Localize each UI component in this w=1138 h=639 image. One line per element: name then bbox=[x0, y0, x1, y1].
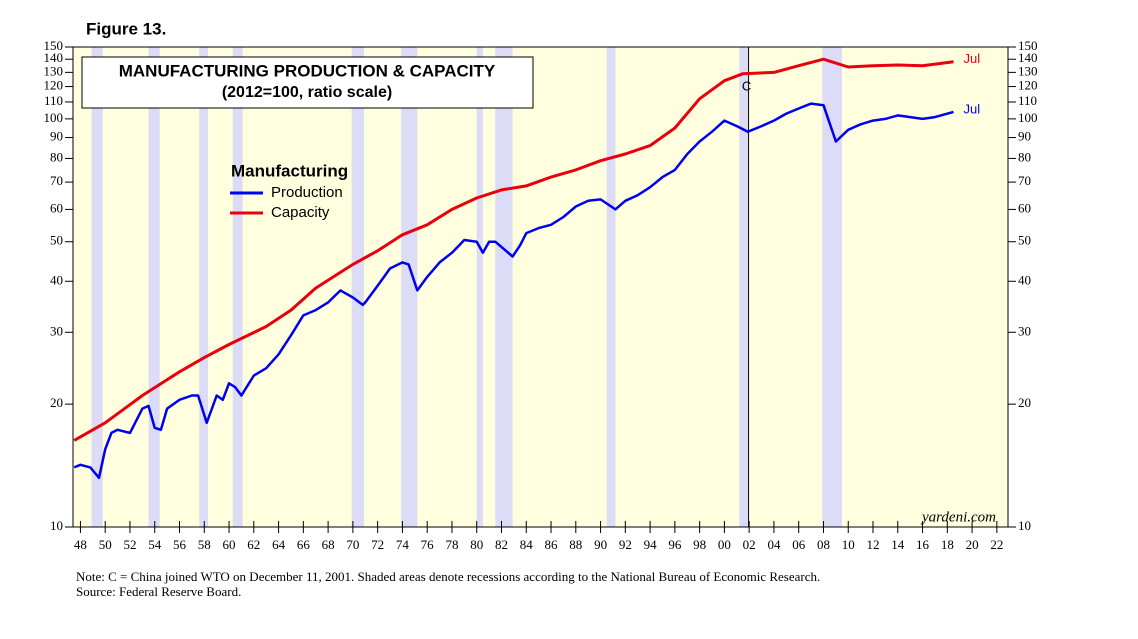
x-tick-label: 66 bbox=[297, 537, 311, 552]
x-tick-label: 86 bbox=[545, 537, 559, 552]
y2-tick-label: 80 bbox=[1018, 149, 1031, 164]
x-tick-label: 52 bbox=[123, 537, 136, 552]
recession-band bbox=[351, 47, 365, 527]
y2-tick-label: 100 bbox=[1018, 110, 1038, 125]
x-tick-label: 00 bbox=[718, 537, 731, 552]
y2-tick-label: 110 bbox=[1018, 93, 1037, 108]
y-tick-label: 70 bbox=[50, 173, 63, 188]
y-tick-label: 40 bbox=[50, 272, 63, 287]
x-tick-label: 06 bbox=[792, 537, 806, 552]
x-tick-label: 50 bbox=[99, 537, 112, 552]
y-tick-label: 50 bbox=[50, 233, 63, 248]
x-tick-label: 22 bbox=[990, 537, 1003, 552]
recession-band bbox=[199, 47, 208, 527]
legend-label: Production bbox=[271, 184, 343, 201]
recession-band bbox=[606, 47, 616, 527]
y-tick-label: 60 bbox=[50, 200, 63, 215]
recession-band bbox=[476, 47, 483, 527]
x-tick-label: 96 bbox=[668, 537, 682, 552]
recession-band bbox=[232, 47, 243, 527]
legend-label: Capacity bbox=[271, 204, 330, 221]
y-tick-label: 110 bbox=[44, 93, 63, 108]
x-tick-label: 58 bbox=[198, 537, 211, 552]
source: Source: Federal Reserve Board. bbox=[76, 584, 241, 599]
recession-band bbox=[148, 47, 160, 527]
x-tick-label: 56 bbox=[173, 537, 187, 552]
x-tick-label: 62 bbox=[247, 537, 260, 552]
recession-band bbox=[822, 47, 843, 527]
legend-title: Manufacturing bbox=[231, 161, 348, 180]
watermark: yardeni.com bbox=[920, 509, 996, 525]
y-tick-label: 20 bbox=[50, 395, 63, 410]
x-tick-label: 98 bbox=[693, 537, 706, 552]
x-tick-label: 16 bbox=[916, 537, 930, 552]
y2-tick-label: 10 bbox=[1018, 518, 1031, 533]
chart-subtitle: (2012=100, ratio scale) bbox=[222, 84, 392, 101]
title-box bbox=[81, 56, 534, 109]
x-tick-label: 64 bbox=[272, 537, 286, 552]
y-tick-label: 90 bbox=[50, 129, 63, 144]
y-tick-label: 140 bbox=[44, 50, 64, 65]
x-tick-label: 54 bbox=[148, 537, 162, 552]
x-tick-label: 80 bbox=[470, 537, 483, 552]
x-tick-label: 18 bbox=[941, 537, 954, 552]
x-tick-label: 92 bbox=[619, 537, 632, 552]
end-label: Jul bbox=[964, 101, 981, 116]
plot-background bbox=[73, 47, 1008, 527]
y-tick-label: 150 bbox=[44, 38, 64, 53]
x-tick-label: 88 bbox=[569, 537, 582, 552]
y-tick-label: 10 bbox=[50, 518, 63, 533]
y2-tick-label: 130 bbox=[1018, 63, 1038, 78]
x-tick-label: 14 bbox=[891, 537, 905, 552]
x-tick-label: 84 bbox=[520, 537, 534, 552]
x-tick-label: 70 bbox=[346, 537, 359, 552]
chart-title: MANUFACTURING PRODUCTION & CAPACITY bbox=[119, 61, 496, 80]
x-tick-label: 12 bbox=[867, 537, 880, 552]
y2-tick-label: 90 bbox=[1018, 129, 1031, 144]
y2-tick-label: 150 bbox=[1018, 38, 1038, 53]
x-tick-label: 02 bbox=[743, 537, 756, 552]
event-label: C bbox=[742, 78, 751, 93]
x-tick-label: 76 bbox=[421, 537, 435, 552]
x-tick-label: 74 bbox=[396, 537, 410, 552]
y-tick-label: 100 bbox=[44, 110, 64, 125]
x-tick-label: 04 bbox=[767, 537, 781, 552]
x-tick-label: 60 bbox=[223, 537, 236, 552]
y2-tick-label: 70 bbox=[1018, 173, 1031, 188]
series-line bbox=[73, 57, 954, 442]
y2-tick-label: 30 bbox=[1018, 323, 1031, 338]
recession-band bbox=[401, 47, 418, 527]
x-tick-label: 82 bbox=[495, 537, 508, 552]
x-tick-label: 94 bbox=[644, 537, 658, 552]
x-tick-label: 78 bbox=[445, 537, 458, 552]
x-tick-label: 08 bbox=[817, 537, 830, 552]
x-tick-label: 72 bbox=[371, 537, 384, 552]
y2-tick-label: 50 bbox=[1018, 233, 1031, 248]
y2-tick-label: 120 bbox=[1018, 78, 1038, 93]
series-line bbox=[73, 102, 954, 480]
plot-frame bbox=[72, 46, 1009, 528]
y2-tick-label: 40 bbox=[1018, 272, 1031, 287]
note: Note: C = China joined WTO on December 1… bbox=[76, 569, 820, 584]
x-tick-label: 90 bbox=[594, 537, 607, 552]
y-tick-label: 130 bbox=[44, 63, 64, 78]
x-tick-label: 10 bbox=[842, 537, 855, 552]
y-tick-label: 80 bbox=[50, 149, 63, 164]
y2-tick-label: 60 bbox=[1018, 200, 1031, 215]
y-tick-label: 30 bbox=[50, 323, 63, 338]
recession-band bbox=[91, 47, 103, 527]
recession-band bbox=[495, 47, 513, 527]
x-tick-label: 48 bbox=[74, 537, 87, 552]
x-tick-label: 20 bbox=[966, 537, 979, 552]
figure-label: Figure 13. bbox=[86, 19, 166, 38]
recession-band bbox=[739, 47, 748, 527]
y2-tick-label: 140 bbox=[1018, 50, 1038, 65]
x-tick-label: 68 bbox=[322, 537, 335, 552]
y2-tick-label: 20 bbox=[1018, 395, 1031, 410]
end-label: Jul bbox=[964, 51, 981, 66]
y-tick-label: 120 bbox=[44, 78, 64, 93]
